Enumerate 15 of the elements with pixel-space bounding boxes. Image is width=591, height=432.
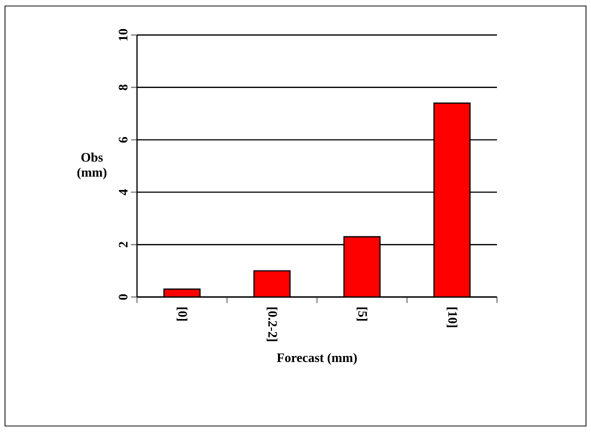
x-tick-label: [0] xyxy=(176,307,188,321)
x-axis-title: Forecast (mm) xyxy=(276,352,357,365)
y-tick-label: 2 xyxy=(118,242,128,248)
y-tick-label: 8 xyxy=(118,84,128,90)
x-tick-label: [0.2-2] xyxy=(266,307,278,342)
y-axis-title: Obs (mm) xyxy=(77,152,106,180)
y-tick-label: 0 xyxy=(118,294,128,300)
x-tick-label: [10] xyxy=(446,307,458,328)
y-tick-label: 6 xyxy=(118,136,128,143)
x-tick-label: [5] xyxy=(356,307,368,321)
y-tick-label: 10 xyxy=(118,29,128,40)
bar xyxy=(433,102,471,297)
bar xyxy=(343,236,381,297)
y-tick-label: 4 xyxy=(118,189,128,196)
bar xyxy=(253,270,291,297)
